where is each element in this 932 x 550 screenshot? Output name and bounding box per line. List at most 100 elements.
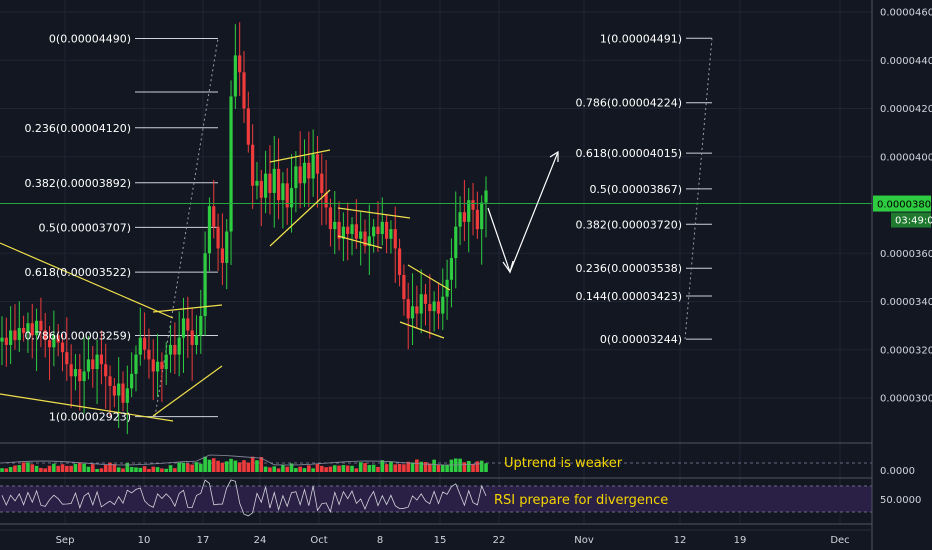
candle-body — [177, 337, 181, 355]
candle-body — [99, 354, 103, 365]
candle-body — [160, 361, 164, 370]
volume-bar — [428, 463, 432, 472]
time-tick-label: Oct — [310, 535, 327, 546]
volume-bar — [255, 460, 259, 472]
volume-bar — [393, 464, 398, 472]
candle-body — [186, 318, 190, 331]
volume-bar — [112, 464, 117, 472]
volume-bar — [423, 462, 428, 472]
candle-body — [108, 376, 112, 386]
candle-body — [147, 349, 151, 360]
fib-right-label: 0.236(0.00003538) — [575, 262, 682, 275]
candle-body — [26, 323, 30, 333]
volume-bar — [90, 464, 95, 472]
volume-bar — [138, 467, 143, 472]
volume-bar — [173, 468, 177, 472]
volume-bar — [21, 462, 26, 472]
candle-body — [155, 361, 160, 372]
volume-bar — [125, 463, 130, 472]
volume-bar — [151, 466, 156, 472]
volume-bar — [108, 462, 112, 472]
volume-bar — [458, 458, 462, 472]
fib-right-label: 0.144(0.00003423) — [575, 290, 682, 303]
labels: 0(0.00004490) 0.236(0.00004120) 0.382(0.00… — [24, 32, 682, 508]
candle-body — [268, 173, 272, 193]
volume-bar — [302, 468, 307, 472]
fib-left-label: 0.786(0.00003259) — [24, 330, 131, 343]
candle-body — [173, 344, 177, 355]
candle-body — [363, 231, 367, 247]
candle-body — [39, 320, 43, 331]
candle-body — [397, 248, 402, 275]
volume-bar — [376, 466, 380, 472]
trendline — [337, 207, 411, 219]
volume-bar — [216, 460, 220, 472]
candle-body — [52, 335, 56, 348]
candle-body — [281, 183, 285, 201]
candle-body — [56, 335, 60, 343]
fib-left-label: 0.236(0.00004120) — [24, 122, 131, 135]
volume-bar — [34, 465, 39, 472]
candle-body — [467, 200, 471, 222]
countdown-label: 03:49:00 — [895, 216, 932, 227]
fib-left-label: 1(0.00002923) — [49, 411, 131, 424]
candle-body — [91, 359, 95, 370]
volume-bar — [259, 457, 264, 472]
volume-bar — [397, 463, 402, 472]
candle-body — [315, 154, 320, 174]
trendline — [0, 393, 174, 422]
fib-left-label: 0.5(0.00003707) — [38, 221, 131, 234]
volume-bar — [8, 467, 13, 472]
candle-body — [199, 315, 203, 336]
candle-body — [130, 373, 134, 389]
candle-body — [30, 323, 34, 336]
volume-bar — [95, 468, 99, 472]
volume-bar — [142, 466, 147, 472]
volume-bar — [147, 468, 151, 472]
candle-body — [471, 200, 475, 210]
time-tick-label: Sep — [56, 535, 75, 546]
candle-body — [134, 354, 138, 374]
volume-bar — [224, 461, 229, 472]
volume-bar — [160, 468, 164, 472]
current-price-label: 0.00003806 — [877, 200, 932, 211]
volume-bar — [410, 462, 415, 472]
volume-bar — [363, 463, 367, 472]
volume-bar — [294, 468, 298, 472]
candle-body — [393, 229, 397, 249]
volume-bar — [285, 466, 290, 472]
volume-bar — [229, 458, 233, 472]
volume-bar — [466, 460, 471, 472]
candle-body — [13, 330, 17, 341]
candle-body — [441, 296, 445, 314]
volume-bar — [406, 461, 411, 472]
volume-bar — [384, 464, 389, 472]
candle-body — [82, 371, 86, 382]
candle-body — [272, 168, 276, 193]
time-tick-label: 12 — [674, 535, 687, 546]
volume-bar — [479, 460, 484, 472]
time-tick-label: 19 — [734, 535, 747, 546]
candle-body — [359, 231, 363, 239]
candle-body — [462, 212, 466, 222]
candle-body — [251, 144, 255, 186]
volume-bar — [164, 468, 169, 472]
candle-body — [454, 226, 458, 259]
trendline — [399, 321, 445, 339]
candle-body — [112, 385, 116, 396]
candle-body — [190, 330, 194, 345]
candle-body — [346, 226, 350, 234]
fib-right-label: 1(0.00004491) — [600, 32, 682, 45]
candle-body — [406, 299, 410, 319]
candle-body — [419, 294, 423, 314]
time-tick-label: 8 — [377, 535, 383, 546]
candle-body — [86, 359, 91, 372]
volume-bar — [298, 466, 302, 472]
volume-bar — [250, 456, 255, 472]
volume-bar — [371, 464, 376, 472]
volume-bar — [471, 464, 475, 472]
fib-right-label: 0.5(0.00003867) — [589, 183, 682, 196]
